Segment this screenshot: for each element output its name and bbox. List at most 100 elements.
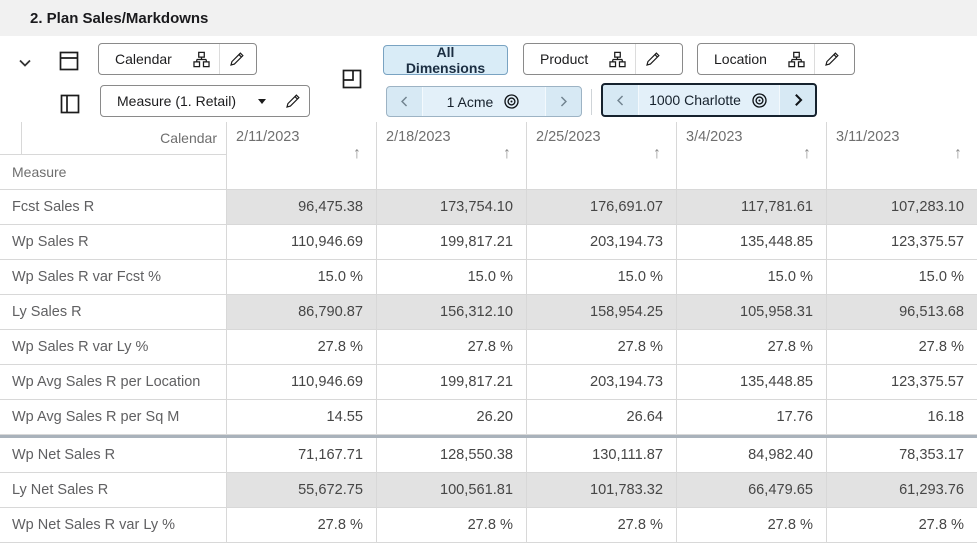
grid-cell: 61,293.76 xyxy=(827,473,977,508)
pencil-icon[interactable] xyxy=(636,50,670,68)
column-header-3-4-2023[interactable]: 3/4/2023 ↑ xyxy=(677,122,827,190)
grid-cell[interactable]: 17.76 xyxy=(677,400,827,435)
chevron-right-icon[interactable] xyxy=(780,85,815,115)
row-header[interactable]: Wp Avg Sales R per Sq M xyxy=(0,400,227,435)
pencil-icon[interactable] xyxy=(276,92,310,110)
grid-cell[interactable]: 27.8 % xyxy=(677,330,827,365)
grid-cell: 117,781.61 xyxy=(677,190,827,225)
sort-ascending-icon[interactable]: ↑ xyxy=(653,145,661,162)
section-separator xyxy=(0,435,977,438)
grid-cell[interactable]: 15.0 % xyxy=(527,260,677,295)
grid-cell[interactable]: 135,448.85 xyxy=(677,225,827,260)
corner-pane-icon[interactable] xyxy=(340,67,364,91)
row-header[interactable]: Wp Net Sales R xyxy=(0,438,227,473)
sort-ascending-icon[interactable]: ↑ xyxy=(954,145,962,162)
grid-cell[interactable]: 128,550.38 xyxy=(377,438,527,473)
grid-cell[interactable]: 199,817.21 xyxy=(377,365,527,400)
grid-cell[interactable]: 123,375.57 xyxy=(827,365,977,400)
row-header[interactable]: Wp Net Sales R var Ly % xyxy=(0,508,227,543)
row-header[interactable]: Wp Sales R xyxy=(0,225,227,260)
column-header-2-25-2023[interactable]: 2/25/2023 ↑ xyxy=(527,122,677,190)
grid-cell[interactable]: 110,946.69 xyxy=(227,365,377,400)
grid-cell[interactable]: 71,167.71 xyxy=(227,438,377,473)
chevron-left-icon[interactable] xyxy=(603,85,638,115)
grid-cell[interactable]: 27.8 % xyxy=(227,508,377,543)
product-dimension-button[interactable]: Product xyxy=(523,43,683,75)
grid-cell[interactable]: 27.8 % xyxy=(827,330,977,365)
grid-cell: 158,954.25 xyxy=(527,295,677,330)
grid-cell[interactable]: 16.18 xyxy=(827,400,977,435)
grid-cell[interactable]: 26.64 xyxy=(527,400,677,435)
grid-cell[interactable]: 27.8 % xyxy=(227,330,377,365)
column-dimension-header[interactable]: Calendar xyxy=(160,130,217,146)
hierarchy-icon[interactable] xyxy=(779,50,814,69)
all-dimensions-label: All Dimensions xyxy=(405,44,486,76)
row-header[interactable]: Fcst Sales R xyxy=(0,190,227,225)
grid-cell[interactable]: 27.8 % xyxy=(827,508,977,543)
column-header-label: 2/25/2023 xyxy=(536,129,601,145)
grid-cell[interactable]: 203,194.73 xyxy=(527,225,677,260)
bullseye-icon[interactable] xyxy=(502,92,521,111)
row-header[interactable]: Wp Avg Sales R per Location xyxy=(0,365,227,400)
grid-cell[interactable]: 15.0 % xyxy=(227,260,377,295)
grid-cell[interactable]: 15.0 % xyxy=(827,260,977,295)
row-header[interactable]: Ly Net Sales R xyxy=(0,473,227,508)
grid-cell: 66,479.65 xyxy=(677,473,827,508)
column-header-3-11-2023[interactable]: 3/11/2023 ↑ xyxy=(827,122,977,190)
row-header[interactable]: Wp Sales R var Fcst % xyxy=(0,260,227,295)
location-label: Location xyxy=(714,51,767,67)
grid-cell[interactable]: 14.55 xyxy=(227,400,377,435)
chevron-left-icon[interactable] xyxy=(387,87,422,116)
grid-corner: Calendar Measure xyxy=(0,122,227,190)
row-dimension-header[interactable]: Measure xyxy=(12,164,67,180)
location-position-value[interactable]: 1000 Charlotte xyxy=(638,85,780,115)
collapse-toolbar-button[interactable] xyxy=(13,51,37,75)
sort-ascending-icon[interactable]: ↑ xyxy=(503,145,511,162)
grid-cell[interactable]: 135,448.85 xyxy=(677,365,827,400)
grid-cell[interactable]: 27.8 % xyxy=(377,330,527,365)
button-divider xyxy=(635,44,637,74)
column-header-label: 3/11/2023 xyxy=(836,129,900,145)
grid-cell[interactable]: 15.0 % xyxy=(377,260,527,295)
grid-cell[interactable]: 84,982.40 xyxy=(677,438,827,473)
sort-ascending-icon[interactable]: ↑ xyxy=(353,145,361,162)
grid-cell[interactable]: 15.0 % xyxy=(677,260,827,295)
column-header-2-18-2023[interactable]: 2/18/2023 ↑ xyxy=(377,122,527,190)
corner-spacer-cell xyxy=(0,122,22,154)
grid-cell[interactable]: 130,111.87 xyxy=(527,438,677,473)
col-axis-measure-button[interactable]: Measure (1. Retail) xyxy=(100,85,310,117)
grid-cell[interactable]: 110,946.69 xyxy=(227,225,377,260)
grid-cell: 105,958.31 xyxy=(677,295,827,330)
product-label: Product xyxy=(540,51,589,67)
grid-cell[interactable]: 27.8 % xyxy=(527,330,677,365)
all-dimensions-button[interactable]: All Dimensions xyxy=(383,44,508,76)
grid-cell: 96,513.68 xyxy=(827,295,977,330)
grid-cell[interactable]: 123,375.57 xyxy=(827,225,977,260)
grid-cell: 100,561.81 xyxy=(377,473,527,508)
grid-cell: 96,475.38 xyxy=(227,190,377,225)
chevron-right-icon[interactable] xyxy=(546,87,581,116)
grid-cell[interactable]: 199,817.21 xyxy=(377,225,527,260)
row-axis-label: Calendar xyxy=(115,51,172,67)
hierarchy-icon[interactable] xyxy=(600,50,635,69)
location-dimension-button[interactable]: Location xyxy=(697,43,855,75)
row-axis-calendar-button[interactable]: Calendar xyxy=(98,43,257,75)
caret-down-icon[interactable] xyxy=(248,95,276,107)
grid-cell[interactable]: 78,353.17 xyxy=(827,438,977,473)
row-header[interactable]: Wp Sales R var Ly % xyxy=(0,330,227,365)
column-header-2-11-2023[interactable]: 2/11/2023 ↑ xyxy=(227,122,377,190)
grid-cell[interactable]: 27.8 % xyxy=(527,508,677,543)
row-header[interactable]: Ly Sales R xyxy=(0,295,227,330)
sort-ascending-icon[interactable]: ↑ xyxy=(803,145,811,162)
grid-cell[interactable]: 26.20 xyxy=(377,400,527,435)
product-position-value[interactable]: 1 Acme xyxy=(422,87,546,116)
product-position-pager: 1 Acme xyxy=(386,86,582,117)
pencil-icon[interactable] xyxy=(220,50,254,68)
pencil-icon[interactable] xyxy=(815,50,849,68)
hierarchy-icon[interactable] xyxy=(184,50,219,69)
grid-cell[interactable]: 27.8 % xyxy=(377,508,527,543)
grid-cell[interactable]: 203,194.73 xyxy=(527,365,677,400)
bullseye-icon[interactable] xyxy=(750,91,769,110)
grid-cell[interactable]: 27.8 % xyxy=(677,508,827,543)
pivot-toolbar: Calendar Measure (1. Retail) All Dimensi… xyxy=(0,36,977,122)
